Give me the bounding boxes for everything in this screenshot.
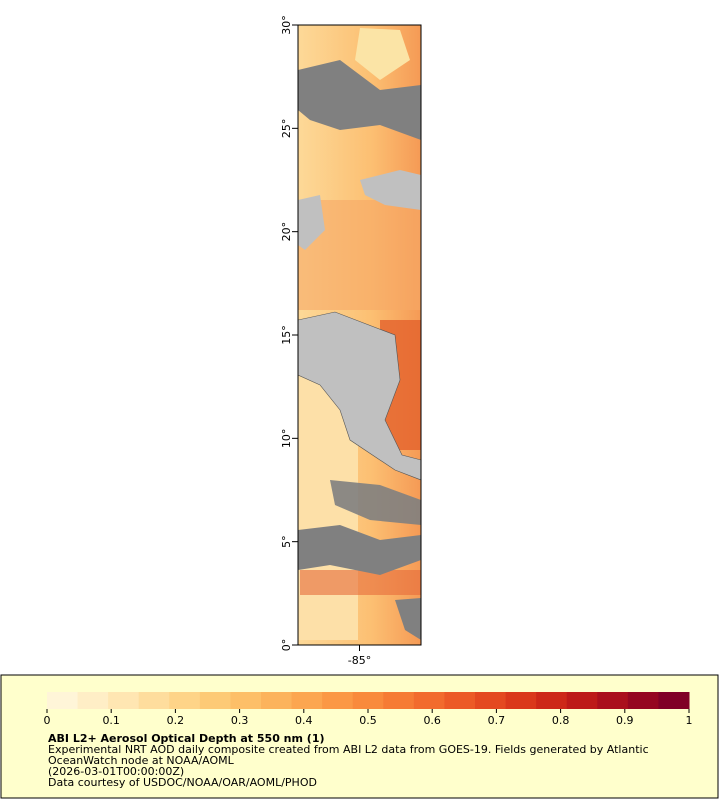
lat-tick-label: 0°: [280, 639, 293, 652]
colorbar-cell: [475, 692, 507, 709]
description-line: Experimental NRT AOD daily composite cre…: [48, 743, 649, 756]
description-line: Data courtesy of USDOC/NOAA/OAR/AOML/PHO…: [48, 776, 317, 789]
lon-tick-label: -85°: [348, 654, 371, 667]
colorbar-cell: [77, 692, 109, 709]
description-line: (2026-03-01T00:00:00Z): [48, 765, 184, 778]
colorbar-tick-label: 0.9: [616, 714, 634, 727]
colorbar-cell: [627, 692, 659, 709]
colorbar-tick-label: 0.6: [423, 714, 441, 727]
colorbar-tick-label: 1: [686, 714, 693, 727]
colorbar-tick-label: 0.7: [488, 714, 506, 727]
colorbar-cell: [536, 692, 568, 709]
description-line: OceanWatch node at NOAA/AOML: [48, 754, 235, 767]
colorbar-tick-label: 0.5: [359, 714, 377, 727]
colorbar-cell: [138, 692, 170, 709]
colorbar-cell: [47, 692, 79, 709]
colorbar-tick-label: 0.3: [231, 714, 249, 727]
lat-tick-label: 5°: [280, 535, 293, 548]
colorbar: 0 0.1 0.2 0.3 0.4 0.5 0.6 0.7 0.8 0.9 1: [44, 692, 693, 727]
legend-title: ABI L2+ Aerosol Optical Depth at 550 nm …: [48, 732, 325, 745]
colorbar-tick-label: 0.4: [295, 714, 313, 727]
colorbar-cell: [597, 692, 629, 709]
lat-tick-label: 25°: [280, 119, 293, 139]
colorbar-cell: [413, 692, 445, 709]
lat-tick-label: 10°: [280, 429, 293, 449]
colorbar-cell: [352, 692, 384, 709]
lat-tick-label: 30°: [280, 15, 293, 35]
colorbar-cell: [108, 692, 140, 709]
legend-description: Experimental NRT AOD daily composite cre…: [48, 743, 649, 789]
colorbar-cell: [505, 692, 537, 709]
colorbar-cell: [291, 692, 323, 709]
colorbar-cell: [322, 692, 354, 709]
lat-tick-label: 15°: [280, 325, 293, 345]
colorbar-cell: [444, 692, 476, 709]
colorbar-tick-label: 0.8: [552, 714, 570, 727]
map-raster: [298, 25, 421, 645]
colorbar-cell: [566, 692, 598, 709]
lat-tick-label: 20°: [280, 222, 293, 242]
colorbar-tick-label: 0.2: [167, 714, 185, 727]
colorbar-tick-label: 0: [44, 714, 51, 727]
colorbar-cell: [261, 692, 293, 709]
colorbar-cell: [199, 692, 231, 709]
colorbar-cell: [230, 692, 262, 709]
colorbar-cell: [658, 692, 690, 709]
colorbar-cell: [169, 692, 201, 709]
colorbar-tick-label: 0.1: [102, 714, 120, 727]
map-axes: 0° 5° 10° 15° 20° 25° 30° -85°: [280, 15, 371, 667]
colorbar-cell: [383, 692, 415, 709]
